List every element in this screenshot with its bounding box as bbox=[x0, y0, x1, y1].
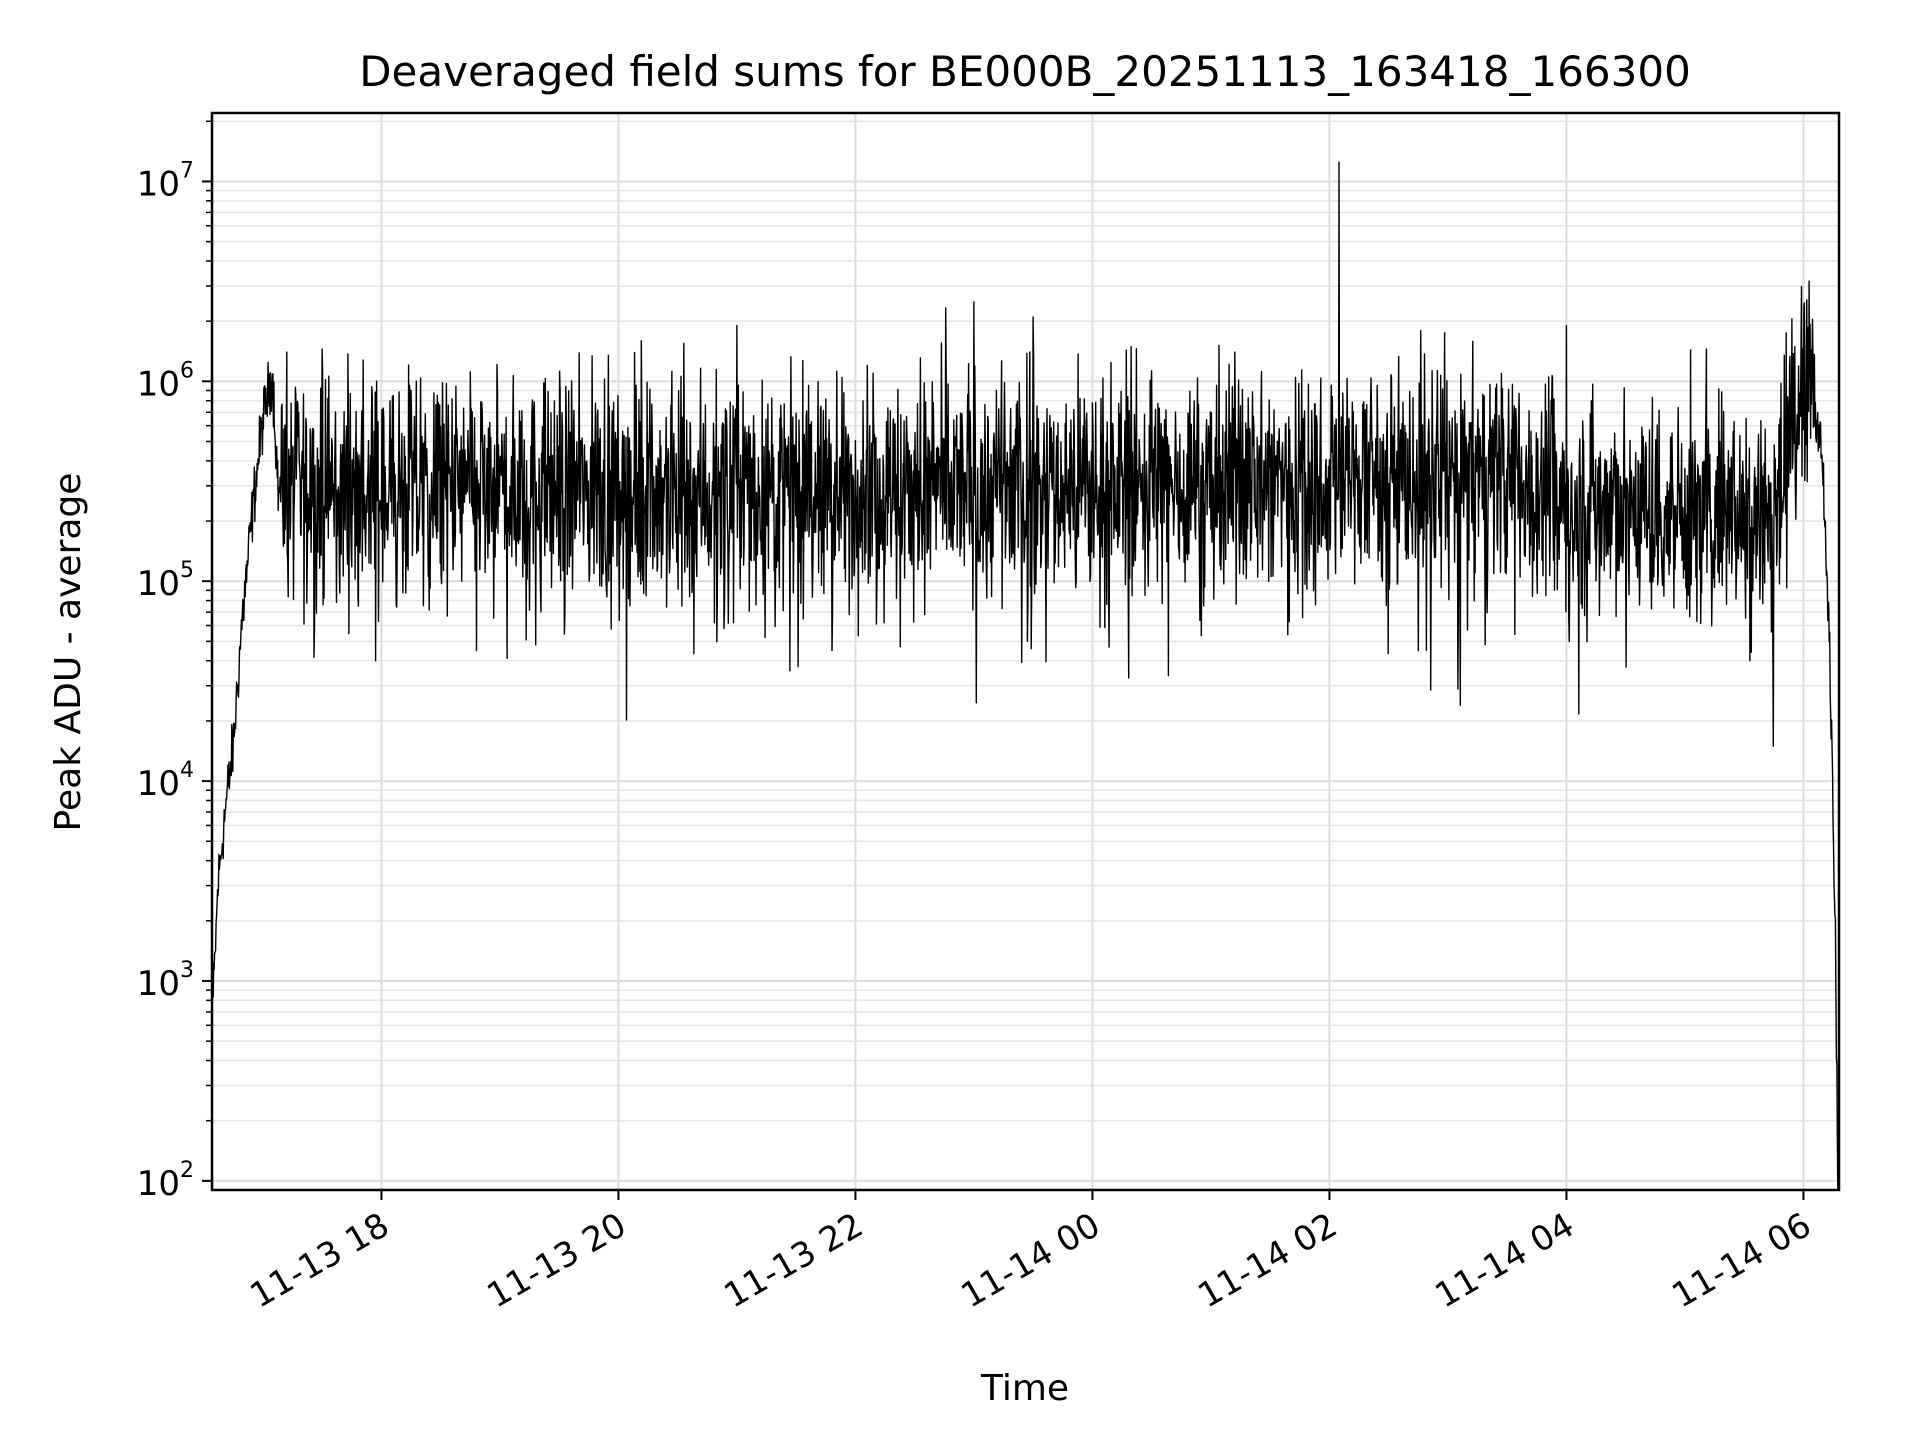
chart-title: Deaveraged field sums for BE000B_2025111… bbox=[359, 47, 1691, 96]
y-tick-label: 104 bbox=[137, 758, 194, 804]
plot-frame bbox=[210, 111, 1841, 1192]
x-tick-label: 11-13 20 bbox=[481, 1205, 633, 1316]
x-axis-label: Time bbox=[980, 1368, 1069, 1409]
x-tick-label: 11-14 02 bbox=[1192, 1205, 1344, 1316]
x-axis-ticks: 11-13 18 11-13 20 11-13 22 11-14 00 11-14 02… bbox=[244, 1190, 1818, 1316]
x-tick-label: 11-14 04 bbox=[1429, 1205, 1581, 1316]
y-tick-label: 103 bbox=[137, 958, 194, 1004]
y-axis-label: Peak ADU - average bbox=[48, 473, 89, 832]
y-axis-ticks: 102 103 104 105 106 107 bbox=[137, 120, 212, 1204]
x-tick-label: 11-13 18 bbox=[244, 1205, 396, 1316]
series-line bbox=[212, 161, 1839, 1191]
x-tick-label: 11-13 22 bbox=[718, 1205, 870, 1316]
y-tick-label: 106 bbox=[137, 358, 194, 404]
y-tick-label: 107 bbox=[137, 158, 194, 204]
x-tick-label: 11-14 00 bbox=[955, 1205, 1107, 1316]
y-tick-label: 102 bbox=[137, 1158, 194, 1204]
grid-lines bbox=[212, 113, 1839, 1190]
x-tick-label: 11-14 06 bbox=[1666, 1205, 1818, 1316]
y-tick-label: 105 bbox=[137, 558, 194, 604]
data-series bbox=[212, 161, 1839, 1191]
